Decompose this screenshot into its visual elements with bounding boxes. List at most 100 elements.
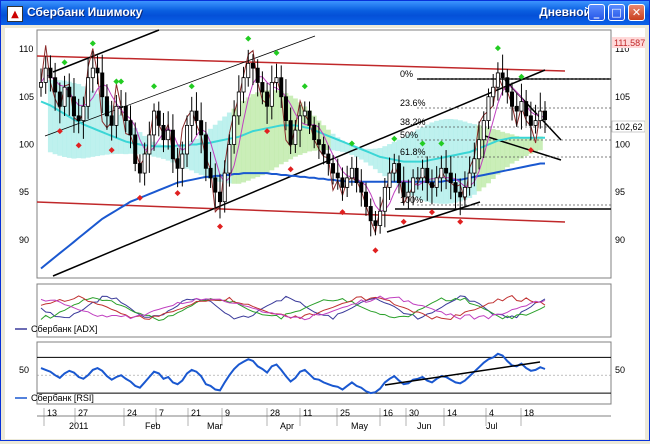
candle-body (326, 153, 331, 164)
minimize-button[interactable]: _ (588, 4, 605, 21)
low-marker (457, 218, 464, 225)
low-marker (216, 223, 223, 230)
candle-body (156, 110, 161, 126)
cloud-segment (372, 148, 378, 170)
adx-legend: Сбербанк [ADX] (31, 324, 97, 334)
candle-body (382, 186, 387, 212)
price-tick-right: 90 (615, 235, 625, 245)
chart-app-icon[interactable]: ▲ (7, 6, 23, 22)
high-marker (118, 78, 125, 85)
cloud-segment (500, 131, 506, 171)
date-tick-label: 16 (383, 408, 393, 418)
candle-body (90, 67, 95, 79)
candle-body (199, 120, 204, 136)
price-tick-right: 95 (615, 187, 625, 197)
high-marker (89, 40, 96, 47)
date-tick-label: 25 (340, 408, 350, 418)
adx-lines (40, 295, 546, 322)
maximize-button[interactable]: □ (608, 4, 625, 21)
candle-body (434, 177, 439, 188)
candle-body (387, 172, 392, 188)
cloud-segment (222, 116, 228, 183)
candle-body (312, 124, 317, 141)
rsi-pane[interactable] (36, 341, 612, 405)
candle-body (316, 139, 321, 145)
cloud-segment (457, 120, 463, 202)
cloud-segment (193, 138, 199, 174)
candle-body (283, 96, 288, 122)
candle-body (170, 129, 175, 160)
cloud-segment (533, 137, 539, 152)
candle-body (86, 77, 91, 107)
cloud-segment (189, 140, 195, 171)
candle-body (137, 163, 142, 174)
chart-area[interactable]: 0% 23.6% 38.2% 50% 61.8% 100% 110 110 105 105 100… (5, 28, 646, 439)
chart-canvas[interactable]: 0% 23.6% 38.2% 50% 61.8% 100% 110 110 105 105 100… (5, 28, 646, 439)
date-axis: 13 27 24 7 21 9 28 11 25 16 30 14 4 18 2011 Feb Mar Apr Ma… (37, 408, 611, 431)
date-tick-label: 24 (127, 408, 137, 418)
date-tick-label: 18 (524, 408, 534, 418)
cloud-segment (358, 148, 364, 160)
low-marker (174, 190, 181, 197)
cloud-segment (363, 148, 369, 163)
low-marker (428, 209, 435, 216)
cloud-segment (325, 129, 331, 151)
candle-body (236, 91, 241, 117)
cloud-segment (90, 90, 96, 157)
candle-body (364, 191, 369, 207)
price-tick-left: 105 (19, 92, 34, 102)
candle-body (491, 86, 496, 98)
month-label: Jul (486, 421, 498, 431)
candle-body (57, 91, 62, 107)
low-marker (287, 166, 294, 173)
candle-body (48, 67, 53, 79)
cloud-segment (255, 92, 261, 178)
cloud-segment (47, 80, 53, 153)
date-tick-label: 30 (409, 408, 419, 418)
candle-body (533, 120, 538, 126)
fibonacci-levels: 0% 23.6% 38.2% 50% 61.8% 100% (400, 69, 611, 206)
candle-body (420, 167, 425, 179)
candle-body (76, 115, 81, 122)
candle-body (538, 110, 543, 122)
cloud-segment (335, 137, 341, 151)
candle-body (415, 177, 420, 180)
price-y-axis: 110 110 105 105 100 100 95 95 90 90 (19, 44, 630, 245)
price-tick-right: 100 (615, 139, 630, 149)
candle-body (269, 82, 274, 107)
close-button[interactable]: ✕ (628, 4, 645, 21)
cloud-segment (269, 90, 275, 171)
candle-body (227, 144, 232, 174)
kijun-line (40, 45, 546, 235)
fib-level-label: 61.8% (400, 147, 426, 157)
date-tick-label: 13 (47, 408, 57, 418)
candle-body (152, 110, 157, 136)
high-marker (518, 73, 525, 80)
high-marker (61, 59, 68, 66)
candle-body (495, 72, 500, 88)
candle-body (265, 91, 270, 107)
candle-body (448, 172, 453, 184)
rsi-tick-left: 50 (19, 365, 29, 375)
candle-body (53, 77, 58, 93)
candle-body (71, 96, 76, 117)
candle-body (114, 105, 119, 126)
candle-body (425, 167, 430, 184)
month-label: Feb (145, 421, 161, 431)
candle-body (462, 186, 467, 198)
price-tick-right: 105 (615, 92, 630, 102)
candle-body (241, 77, 246, 93)
candle-body (128, 120, 133, 136)
high-marker (273, 49, 280, 56)
candle-body (246, 62, 251, 79)
cloud-segment (523, 137, 529, 156)
cloud-segment (274, 90, 280, 168)
cloud-segment (528, 137, 534, 154)
low-marker (372, 247, 379, 254)
cloud-segment (368, 148, 374, 166)
cloud-segment (198, 135, 204, 175)
candle-body (62, 86, 67, 107)
candle-body (378, 210, 383, 226)
title-bar[interactable]: ▲ Сбербанк Ишимоку Дневной _ □ ✕ (1, 1, 649, 25)
trend-line-jan (52, 29, 160, 73)
